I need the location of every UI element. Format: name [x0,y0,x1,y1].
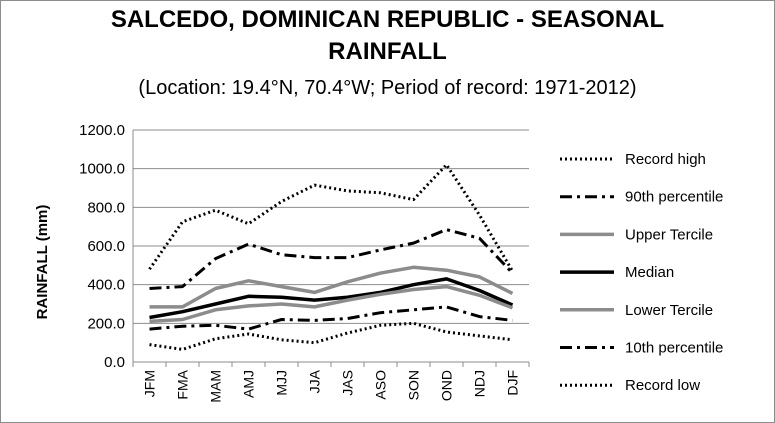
x-tick-label: JFM [142,370,158,397]
x-tick-label: OND [439,370,455,401]
x-tick-label: ASO [373,370,389,400]
x-tick-label: AMJ [241,370,257,398]
x-tick-label: SON [406,370,422,400]
y-tick-label: 600.0 [87,238,125,255]
legend-label: 10th percentile [625,340,723,357]
y-tick-label: 800.0 [87,199,125,216]
chart-subtitle: (Location: 19.4°N, 70.4°W; Period of rec… [138,77,637,99]
series-line-lower-tercile [149,284,514,324]
x-tick-label: MAM [208,370,224,403]
legend-label: Upper Tercile [625,226,713,243]
x-tick-label: JJA [307,369,323,393]
y-tick-label: 1200.0 [79,122,125,139]
series-line-10th-percentile [149,305,513,331]
chart-title-line-1: SALCEDO, DOMINICAN REPUBLIC - SEASONAL [110,6,665,33]
legend-label: Median [625,264,674,281]
grid-layer [133,129,529,324]
y-axis-label: RAINFALL (mm) [34,205,51,320]
axis-layer: 0.0 200.0 400.0 600.0 800.0 1000.0 1200.0 JFM FM… [79,122,530,403]
x-tick-label: MJJ [274,370,290,396]
x-tick-label: FMA [175,369,191,399]
legend-layer: Record high 90th percentile Upper Tercile M… [560,151,723,394]
series-line-median [149,277,514,320]
legend-label: Record high [625,151,706,168]
y-tick-label: 1000.0 [79,161,125,178]
y-tick-label: 200.0 [87,315,125,332]
y-tick-label: 0.0 [104,354,125,371]
series-line-record-high [148,163,514,272]
x-tick-label: NDJ [472,370,488,397]
x-tick-label: JAS [340,370,356,396]
series-line-90th-percentile [149,228,514,290]
series-line-record-low [149,321,513,351]
series-layer [148,163,514,351]
legend-label: Lower Tercile [625,302,713,319]
chart-title-line-2: RAINFALL [328,38,447,65]
legend-label: Record low [625,377,700,394]
y-tick-label: 400.0 [87,277,125,294]
series-line-upper-tercile [149,265,514,309]
legend-label: 90th percentile [625,189,723,206]
x-tick-label: DJF [505,370,521,396]
